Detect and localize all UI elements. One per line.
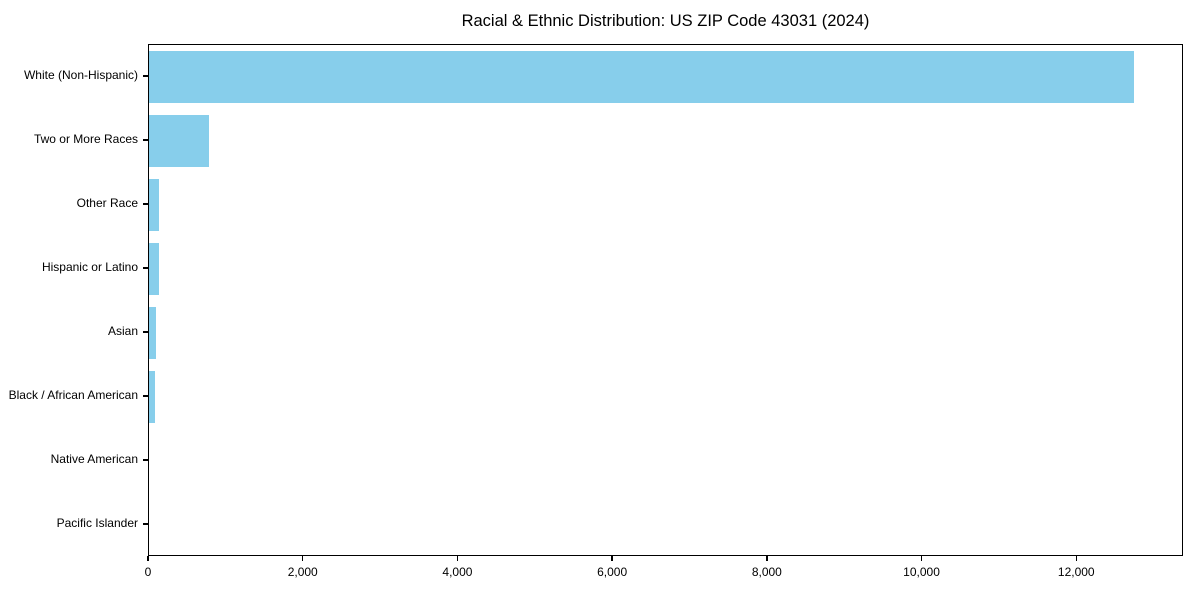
x-tick-label: 12,000 — [1057, 565, 1095, 579]
bar — [149, 371, 155, 423]
bar — [149, 243, 160, 295]
x-tick-label: 4,000 — [442, 565, 473, 579]
plot-area — [148, 44, 1183, 556]
bar — [149, 179, 160, 231]
bar — [149, 51, 1135, 103]
x-tick-mark — [456, 556, 459, 561]
y-tick-label: Other Race — [76, 196, 138, 210]
x-tick-mark — [301, 556, 304, 561]
y-tick-label: Black / African American — [8, 388, 138, 402]
bar — [149, 307, 156, 359]
y-tick-label: Two or More Races — [33, 132, 138, 146]
x-tick-mark — [1075, 556, 1077, 561]
x-tick-mark — [766, 556, 768, 561]
y-tick-mark — [143, 203, 148, 205]
x-tick-mark — [920, 556, 923, 561]
y-tick-mark — [143, 395, 148, 397]
y-tick-mark — [143, 331, 148, 333]
chart-title: Racial & Ethnic Distribution: US ZIP Cod… — [461, 12, 870, 30]
y-tick-label: Asian — [107, 324, 138, 338]
y-tick-label: Native American — [50, 452, 138, 466]
y-tick-mark — [143, 523, 148, 525]
x-tick-label: 2,000 — [287, 565, 318, 579]
x-tick-mark — [147, 556, 149, 561]
y-tick-label: Pacific Islander — [56, 516, 138, 530]
y-tick-label: Hispanic or Latino — [41, 260, 138, 274]
x-tick-mark — [611, 556, 613, 561]
y-tick-label: White (Non-Hispanic) — [23, 68, 138, 82]
x-tick-label: 0 — [144, 565, 152, 579]
x-tick-label: 8,000 — [751, 565, 782, 579]
y-tick-mark — [143, 267, 148, 269]
y-tick-mark — [143, 459, 148, 461]
y-tick-mark — [143, 139, 148, 141]
y-tick-mark — [143, 75, 148, 77]
x-tick-label: 10,000 — [903, 565, 940, 579]
bar — [149, 115, 209, 167]
x-tick-label: 6,000 — [597, 565, 628, 579]
